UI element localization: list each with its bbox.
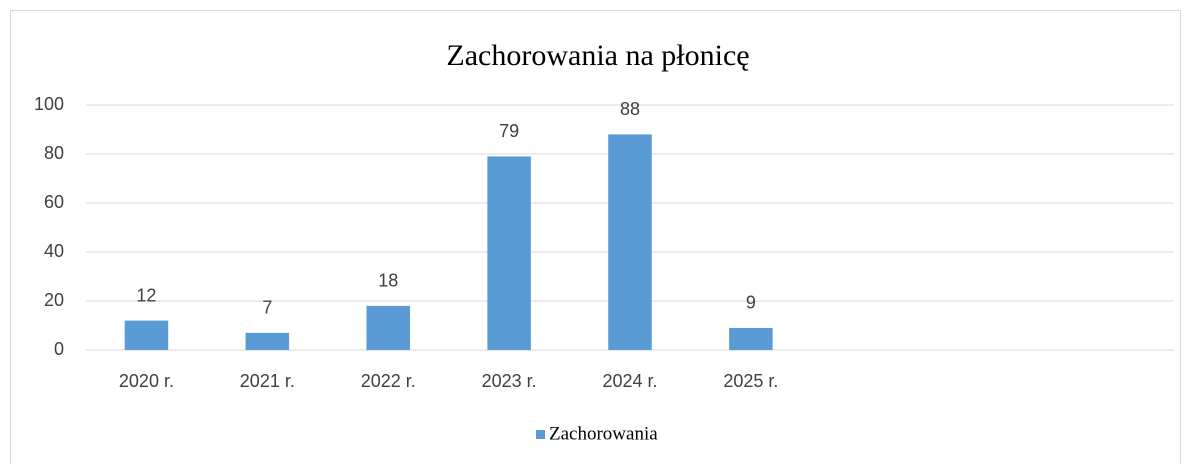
legend-label: Zachorowania (549, 423, 658, 444)
y-tick-label: 40 (44, 241, 64, 261)
bar (245, 332, 290, 350)
data-label: 12 (136, 285, 156, 305)
y-tick-label: 0 (54, 339, 64, 359)
x-tick-label: 2021 r. (240, 371, 295, 391)
bar (729, 327, 773, 350)
y-tick-label: 20 (44, 290, 64, 310)
y-tick-label: 60 (44, 192, 64, 212)
bar (124, 320, 169, 350)
bar (487, 156, 531, 350)
data-label: 79 (499, 121, 519, 141)
data-label: 7 (262, 298, 272, 318)
y-tick-label: 80 (44, 143, 64, 163)
x-tick-label: 2022 r. (361, 371, 416, 391)
legend-swatch (536, 430, 545, 439)
x-tick-label: 2020 r. (119, 371, 174, 391)
chart-title: Zachorowania na płonicę (446, 39, 749, 72)
bar (608, 134, 652, 350)
y-tick-label: 100 (34, 94, 64, 114)
x-tick-label: 2024 r. (602, 371, 657, 391)
x-tick-label: 2025 r. (723, 371, 778, 391)
chart-border (10, 10, 1181, 464)
data-label: 9 (746, 293, 756, 313)
x-tick-label: 2023 r. (482, 371, 537, 391)
bar (366, 305, 410, 350)
data-label: 18 (378, 271, 398, 291)
data-label: 88 (620, 99, 640, 119)
